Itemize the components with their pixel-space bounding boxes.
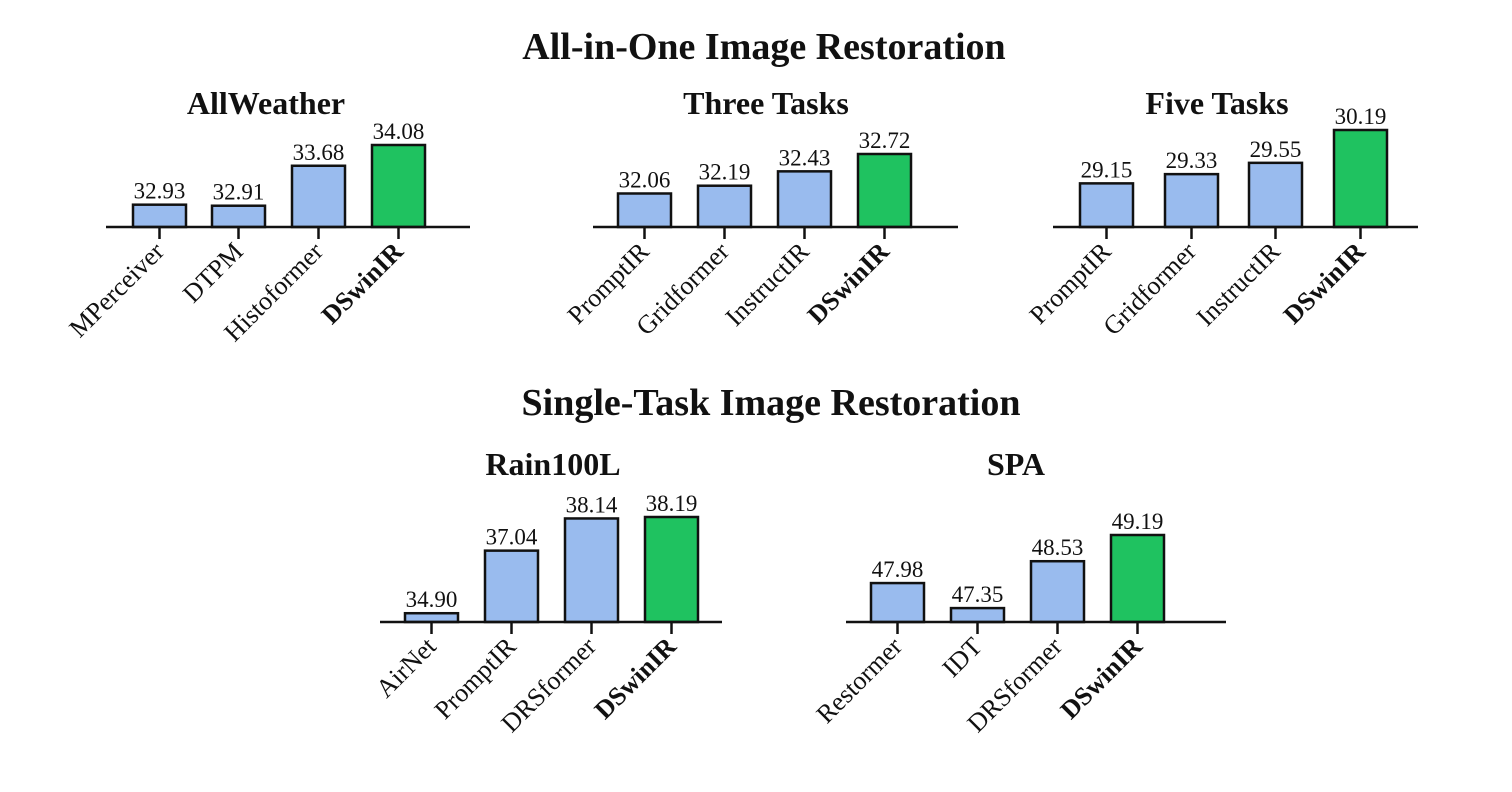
bar: [131, 203, 188, 229]
data-label: 32.43: [779, 145, 831, 170]
data-label: 32.19: [699, 160, 751, 185]
bar: [776, 170, 833, 229]
bar: [1163, 172, 1220, 229]
bar: [616, 192, 673, 229]
x-tick-label: AirNet: [370, 631, 442, 703]
x-tick-label: Gridformer: [1098, 237, 1202, 341]
x-tick-label: InstructIR: [1191, 236, 1287, 332]
chart-panel: AllWeather32.93MPerceiver32.91DTPM33.68H…: [63, 85, 470, 347]
data-label: 30.19: [1335, 104, 1387, 129]
data-label: 33.68: [293, 140, 345, 165]
data-label: 47.98: [872, 557, 924, 582]
chart-title: SPA: [987, 446, 1045, 482]
bar: [856, 152, 913, 229]
data-label: 38.19: [646, 491, 698, 516]
x-tick-label: IDT: [937, 632, 988, 683]
bar: [483, 549, 540, 624]
x-tick-label: MPerceiver: [63, 236, 170, 343]
x-tick-label: DSwinIR: [1278, 237, 1371, 330]
bar: [1109, 533, 1166, 624]
data-label: 49.19: [1112, 509, 1164, 534]
data-label: 32.06: [619, 167, 671, 192]
bar: [1029, 559, 1086, 624]
bar: [370, 143, 427, 229]
data-label: 32.91: [213, 180, 265, 205]
x-tick-label: DSwinIR: [802, 237, 895, 330]
bar: [643, 515, 700, 624]
data-label: 29.33: [1166, 148, 1218, 173]
data-label: 37.04: [486, 525, 538, 550]
data-label: 29.15: [1081, 157, 1133, 182]
data-label: 38.14: [566, 492, 618, 517]
bar: [563, 517, 620, 624]
chart-panel: Five Tasks29.15PromptIR29.33Gridformer29…: [1024, 85, 1418, 341]
chart-panel: SPA47.98Restormer47.35IDT48.53DRSformer4…: [811, 446, 1226, 738]
chart-panel: Rain100L34.90AirNet37.04PromptIR38.14DRS…: [370, 446, 722, 738]
section-title-all-in-one: All-in-One Image Restoration: [522, 26, 1005, 68]
data-label: 48.53: [1032, 535, 1084, 560]
bar: [210, 204, 267, 229]
bar: [1247, 161, 1304, 229]
bar: [696, 184, 753, 229]
data-label: 32.72: [859, 128, 911, 153]
bar: [949, 606, 1006, 624]
section-title-single-task: Single-Task Image Restoration: [522, 382, 1021, 424]
bar: [1332, 128, 1389, 229]
bar: [403, 611, 460, 624]
data-label: 34.08: [373, 119, 425, 144]
bar: [290, 164, 347, 229]
chart-title: Rain100L: [485, 446, 620, 482]
chart-title: Five Tasks: [1145, 85, 1288, 121]
bar: [1078, 182, 1135, 229]
chart-title: AllWeather: [187, 85, 345, 121]
bar: [869, 581, 926, 624]
data-label: 47.35: [952, 582, 1004, 607]
data-label: 34.90: [406, 587, 458, 612]
x-tick-label: DSwinIR: [589, 632, 682, 725]
chart-title: Three Tasks: [683, 85, 849, 121]
x-tick-label: Restormer: [811, 632, 908, 729]
data-label: 29.55: [1250, 137, 1302, 162]
x-tick-label: DSwinIR: [1055, 632, 1148, 725]
x-tick-label: DTPM: [177, 237, 249, 309]
x-tick-label: InstructIR: [720, 236, 816, 332]
data-label: 32.93: [134, 179, 186, 204]
x-tick-label: DSwinIR: [316, 237, 409, 330]
chart-panel: Three Tasks32.06PromptIR32.19Gridformer3…: [562, 85, 958, 341]
